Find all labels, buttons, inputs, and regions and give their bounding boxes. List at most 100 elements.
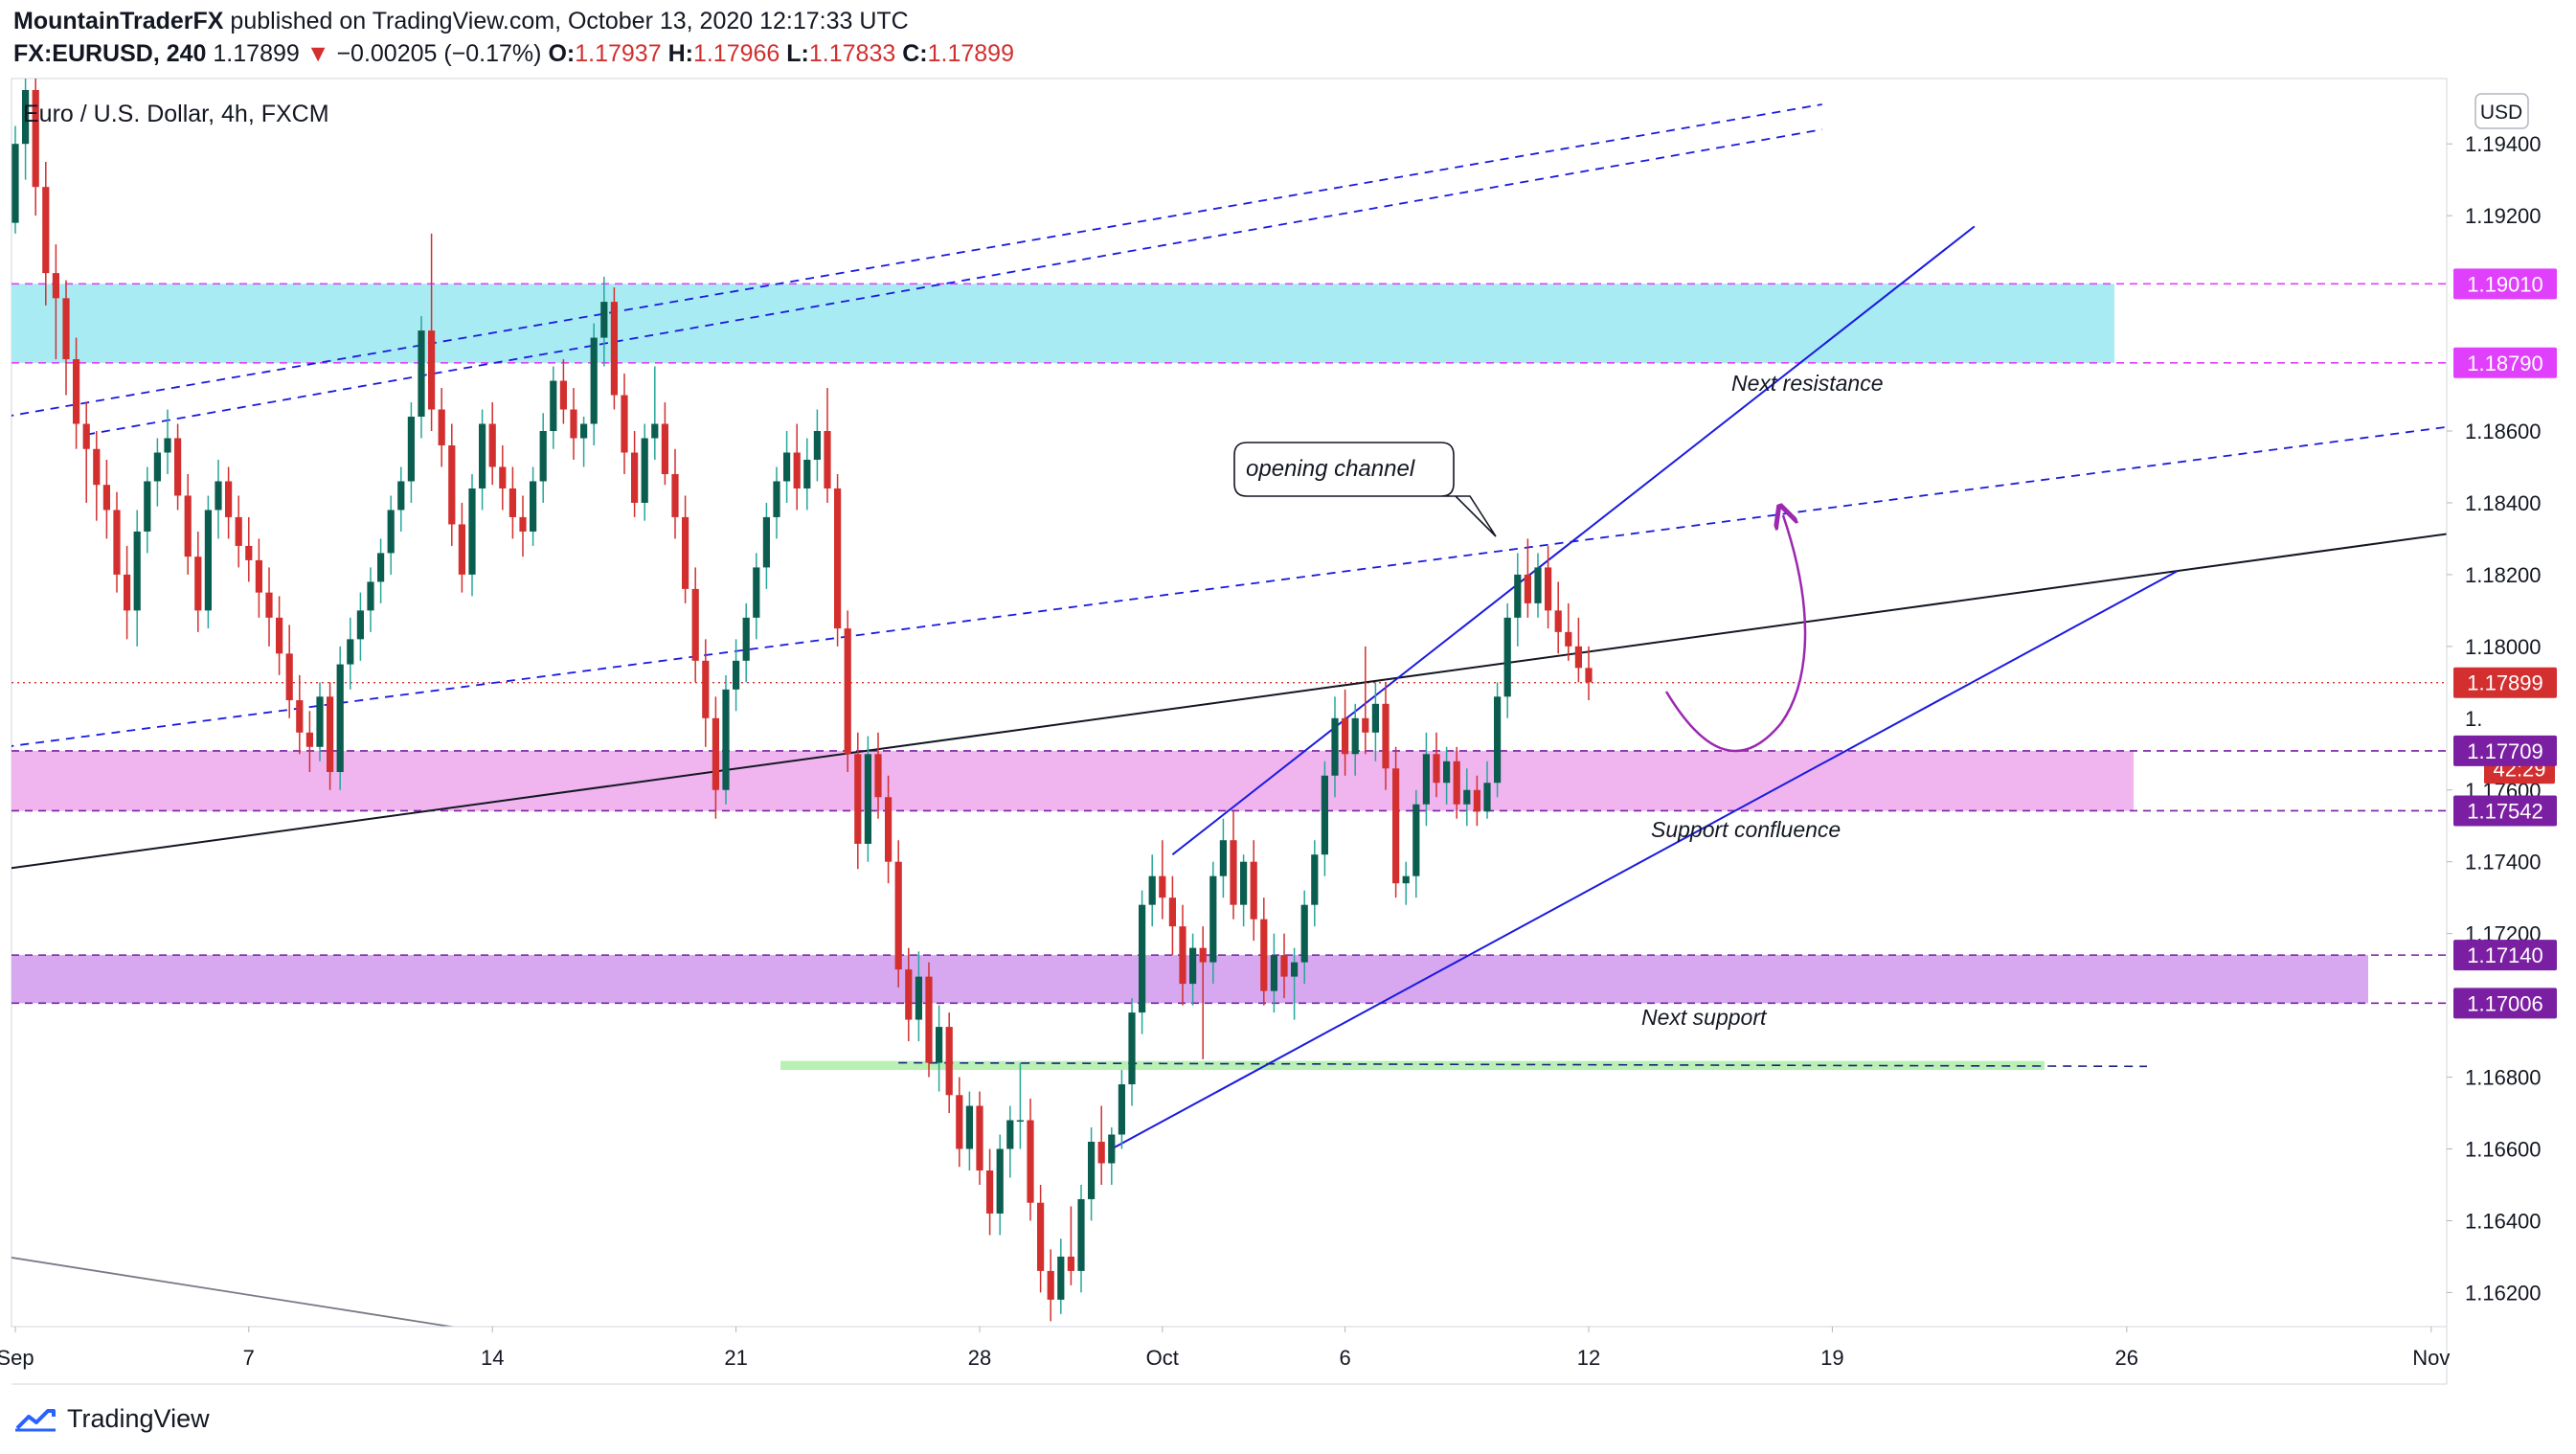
candle-body[interactable] — [194, 557, 202, 611]
candle-body[interactable] — [73, 359, 80, 424]
price-axis[interactable]: 1.19400 1.19200 1.18600 1.18400 1.18200 1.180… — [2447, 132, 2542, 1305]
candle-body[interactable] — [641, 438, 648, 503]
candle-body[interactable] — [1443, 761, 1451, 784]
currency-button[interactable]: USD — [2474, 93, 2529, 129]
candle-body[interactable] — [1382, 703, 1390, 769]
candle-body[interactable] — [590, 337, 598, 424]
candle-body[interactable] — [621, 395, 628, 453]
candle-body[interactable] — [296, 700, 304, 733]
candle-body[interactable] — [1402, 875, 1410, 884]
trendline-dashed-upper-2[interactable] — [86, 128, 1822, 436]
candle-body[interactable] — [1574, 646, 1582, 669]
candle-body[interactable] — [327, 696, 334, 773]
candle-body[interactable] — [519, 516, 527, 532]
candle-body[interactable] — [1240, 861, 1248, 905]
candle-body[interactable] — [1494, 696, 1502, 784]
candle-body[interactable] — [255, 559, 262, 593]
candle-body[interactable] — [1097, 1142, 1105, 1164]
candle-body[interactable] — [1473, 789, 1480, 812]
candle-body[interactable] — [661, 423, 668, 474]
candle-body[interactable] — [854, 754, 862, 844]
candle-body[interactable] — [204, 510, 212, 611]
candle-body[interactable] — [164, 438, 171, 453]
plot-background[interactable] — [11, 78, 2448, 1328]
candle-body[interactable] — [1067, 1256, 1074, 1271]
candle-body[interactable] — [1118, 1084, 1125, 1135]
candle-body[interactable] — [347, 639, 354, 665]
author-name[interactable]: MountainTraderFX — [13, 8, 224, 34]
candle-body[interactable] — [753, 567, 760, 618]
candle-body[interactable] — [508, 488, 516, 517]
candle-body[interactable] — [133, 531, 141, 611]
callout-opening-channel[interactable]: opening channel — [1233, 442, 1497, 537]
candle-body[interactable] — [32, 89, 39, 188]
candle-body[interactable] — [468, 488, 476, 575]
candle-body[interactable] — [1088, 1142, 1096, 1199]
candle-body[interactable] — [1524, 574, 1531, 603]
candle-body[interactable] — [702, 660, 710, 718]
candle-body[interactable] — [1503, 617, 1511, 697]
zone-support-confluence[interactable] — [11, 750, 2134, 811]
candle-body[interactable] — [783, 452, 791, 482]
candle-body[interactable] — [144, 481, 151, 532]
candle-body[interactable] — [570, 409, 577, 439]
candle-body[interactable] — [925, 976, 933, 1063]
candle-body[interactable] — [1545, 567, 1552, 611]
candle-body[interactable] — [1514, 574, 1522, 618]
candle-body[interactable] — [82, 423, 90, 449]
candle-body[interactable] — [793, 452, 801, 488]
candle-body[interactable] — [11, 144, 19, 223]
candle-body[interactable] — [356, 610, 364, 640]
candle-body[interactable] — [1199, 947, 1207, 963]
candle-body[interactable] — [225, 481, 233, 517]
candle-body[interactable] — [1311, 854, 1319, 905]
candle-body[interactable] — [438, 409, 445, 445]
candle-body[interactable] — [864, 754, 871, 844]
candle-body[interactable] — [1057, 1256, 1065, 1300]
candle-body[interactable] — [265, 592, 273, 618]
candle-body[interactable] — [1006, 1120, 1014, 1149]
candle-body[interactable] — [733, 660, 740, 690]
candle-body[interactable] — [885, 797, 893, 862]
candle-body[interactable] — [1291, 962, 1299, 977]
candle-body[interactable] — [316, 696, 324, 747]
candle-body[interactable] — [1453, 761, 1460, 805]
candle-body[interactable] — [1433, 754, 1440, 784]
candle-body[interactable] — [1351, 717, 1359, 755]
candle-body[interactable] — [113, 510, 121, 575]
candle-body[interactable] — [448, 444, 456, 525]
candle-body[interactable] — [1270, 955, 1277, 991]
candle-body[interactable] — [844, 628, 851, 755]
candle-body[interactable] — [184, 495, 192, 557]
candle-body[interactable] — [1159, 875, 1166, 898]
candle-body[interactable] — [682, 516, 689, 589]
candle-body[interactable] — [153, 452, 161, 482]
candle-body[interactable] — [874, 754, 882, 798]
candle-body[interactable] — [631, 452, 639, 503]
candle-body[interactable] — [418, 330, 425, 418]
candle-body[interactable] — [245, 545, 253, 560]
candle-body[interactable] — [915, 976, 922, 1020]
candle-body[interactable] — [1250, 861, 1257, 920]
zone-next-resistance[interactable] — [11, 284, 2114, 363]
candle-body[interactable] — [1483, 783, 1491, 812]
candle-body[interactable] — [691, 588, 699, 661]
candle-body[interactable] — [1554, 610, 1562, 632]
candle-body[interactable] — [1148, 875, 1156, 905]
candle-body[interactable] — [1342, 717, 1349, 755]
candle-body[interactable] — [479, 423, 486, 488]
candle-body[interactable] — [1300, 904, 1308, 963]
candle-body[interactable] — [235, 516, 242, 546]
candle-body[interactable] — [93, 448, 101, 486]
candle-body[interactable] — [986, 1170, 994, 1214]
trendline-grey-line[interactable] — [5, 1257, 462, 1329]
candle-body[interactable] — [965, 1105, 973, 1149]
candle-body[interactable] — [42, 187, 50, 274]
candle-body[interactable] — [1168, 897, 1176, 927]
candle-body[interactable] — [428, 330, 436, 410]
candle-body[interactable] — [305, 732, 313, 747]
candle-body[interactable] — [600, 302, 608, 338]
candle-body[interactable] — [1321, 775, 1328, 855]
candle-body[interactable] — [1128, 1012, 1136, 1085]
candle-body[interactable] — [22, 89, 30, 145]
